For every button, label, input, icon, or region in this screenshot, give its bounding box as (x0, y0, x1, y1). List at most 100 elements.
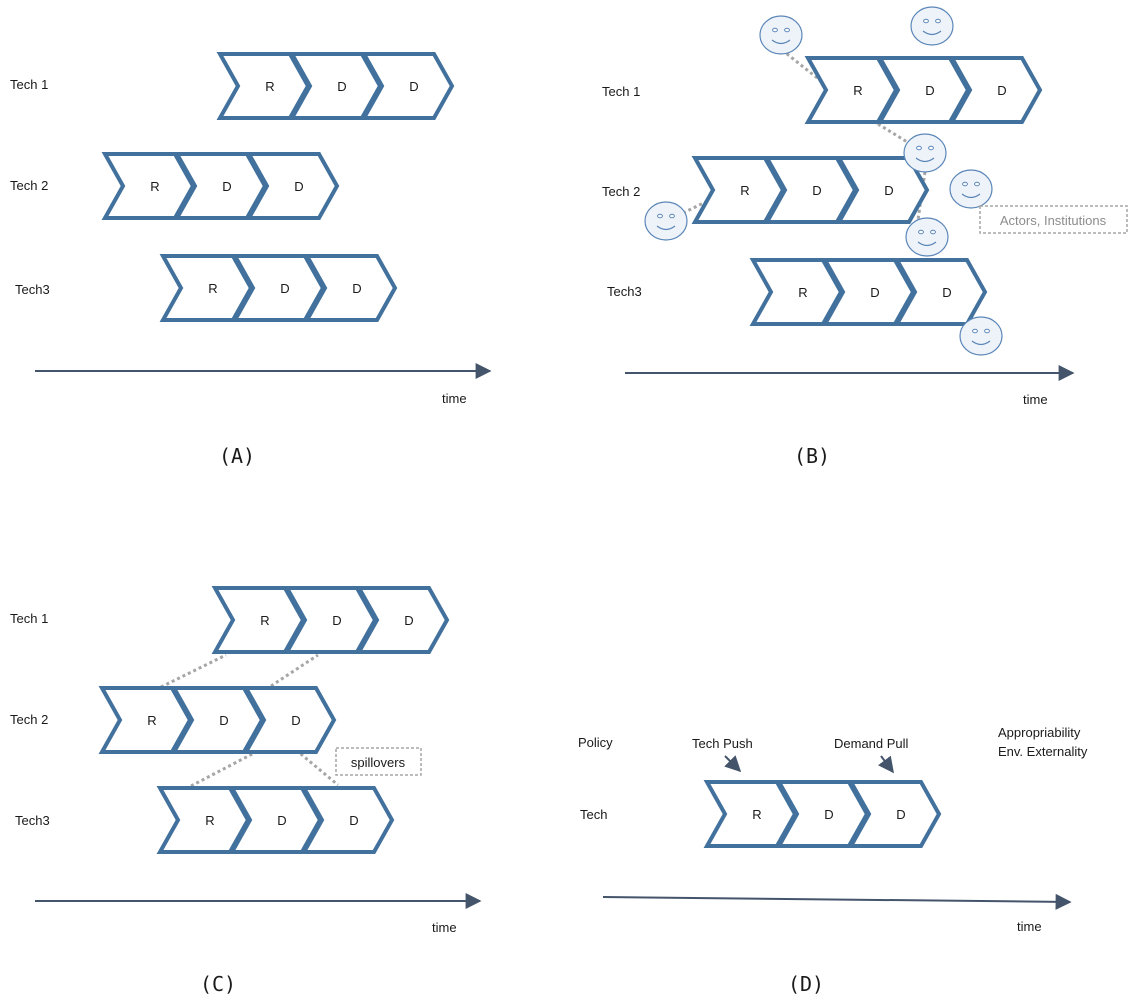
face-eye (918, 229, 924, 235)
face-mouth (915, 157, 935, 163)
face-mouth (656, 225, 676, 231)
stage-label: D (280, 281, 289, 296)
chevron-stage-r: R (703, 780, 798, 848)
time-axis-label: time (1017, 919, 1042, 934)
chevron-stage-r: R (101, 152, 196, 220)
stage-label: D (352, 281, 361, 296)
stage-label: R (752, 807, 761, 822)
face-mouth (971, 340, 991, 346)
actors-callout-box (979, 205, 1128, 234)
panel-d: Policy Tech Tech Push Demand Pull Approp… (578, 725, 1088, 996)
stage-label: D (812, 183, 821, 198)
chevron-stage-r: R (216, 52, 311, 120)
stage-label: D (409, 79, 418, 94)
face-eye (974, 181, 980, 187)
chevron-stage-d: D (847, 780, 942, 848)
time-axis-label: time (1023, 392, 1048, 407)
chevron-stage-d: D (355, 586, 450, 654)
face-outline (644, 201, 688, 241)
row-label-tech1: Tech 1 (10, 77, 48, 92)
stage-label: D (222, 179, 231, 194)
policy-label: Policy (578, 735, 613, 750)
chevron-row-tech: R D D (703, 780, 942, 848)
tech-push-label: Tech Push (692, 736, 753, 751)
stage-label: D (337, 79, 346, 94)
row-label-tech2: Tech 2 (10, 712, 48, 727)
face-eye (916, 145, 922, 151)
row-label-tech3: Tech3 (15, 813, 50, 828)
smiley-face-icon (949, 169, 993, 209)
demand-pull-arrow (877, 755, 894, 774)
smiley-face-icon (959, 316, 1003, 356)
face-mouth (771, 39, 791, 45)
stage-label: D (349, 813, 358, 828)
stage-label: D (294, 179, 303, 194)
face-eye (923, 18, 929, 24)
stage-label: R (150, 179, 159, 194)
spillover-connectors (160, 653, 339, 788)
row-label-tech2: Tech 2 (602, 184, 640, 199)
smiley-face-icon (759, 15, 803, 55)
stage-label: R (798, 285, 807, 300)
face-eye (984, 328, 990, 334)
stage-label: R (205, 813, 214, 828)
chevron-row-tech3: R D D (156, 786, 395, 854)
panel-a: Tech 1 Tech 2 Tech3 R D D R D D R D D ti… (10, 52, 492, 468)
chevron-row-tech3: R D D (749, 258, 988, 326)
spillover-connector (295, 748, 339, 787)
row-label-tech1: Tech 1 (602, 84, 640, 99)
face-eye (784, 27, 790, 33)
chevron-row-tech2: R D D (98, 686, 337, 754)
face-eye (928, 145, 934, 151)
time-axis-label: time (432, 920, 457, 935)
face-outline (949, 169, 993, 209)
chevron-stage-d: D (300, 786, 395, 854)
face-outline (905, 217, 949, 257)
face-mouth (961, 193, 981, 199)
chevron-stage-r: R (749, 258, 844, 326)
smiley-face-icon (903, 133, 947, 173)
spillovers-callout-label: spillovers (351, 755, 406, 770)
time-axis (602, 893, 1072, 910)
panel-letter-b: (B) (794, 444, 830, 468)
chevron-stage-r: R (159, 254, 254, 322)
face-eye (772, 27, 778, 33)
stage-label: D (997, 83, 1006, 98)
stage-label: R (265, 79, 274, 94)
spillovers-callout-box (335, 747, 422, 776)
face-eye (930, 229, 936, 235)
stage-label: D (277, 813, 286, 828)
stage-label: D (942, 285, 951, 300)
panel-letter-c: (C) (200, 972, 236, 996)
chevron-stage-r: R (211, 586, 306, 654)
face-mouth (922, 30, 942, 36)
face-outline (910, 6, 954, 46)
tech-push-arrow (724, 755, 742, 773)
stage-label: R (740, 183, 749, 198)
smiley-face-icon (905, 217, 949, 257)
chevron-stage-d: D (303, 254, 398, 322)
chevron-stage-d: D (245, 152, 340, 220)
stage-label: D (896, 807, 905, 822)
panel-b: Tech 1 Tech 2 Tech3 R D D R D D R D D (602, 6, 1128, 468)
actors-callout-label: Actors, Institutions (1000, 213, 1107, 228)
spillover-connector (190, 750, 257, 788)
stage-label: D (219, 713, 228, 728)
stage-label: D (332, 613, 341, 628)
chevron-row-tech1: R D D (216, 52, 455, 120)
demand-pull-label: Demand Pull (834, 736, 909, 751)
stage-label: D (404, 613, 413, 628)
externality-label: Env. Externality (998, 744, 1088, 759)
stage-label: D (884, 183, 893, 198)
chevron-row-tech2: R D D (101, 152, 340, 220)
chevron-stage-r: R (156, 786, 251, 854)
smiley-face-icon (644, 201, 688, 241)
stage-label: D (925, 83, 934, 98)
face-eye (935, 18, 941, 24)
appropriability-label: Appropriability (998, 725, 1081, 740)
face-eye (962, 181, 968, 187)
chevron-stage-r: R (98, 686, 193, 754)
face-eye (669, 213, 675, 219)
chevron-stage-r: R (691, 156, 786, 224)
